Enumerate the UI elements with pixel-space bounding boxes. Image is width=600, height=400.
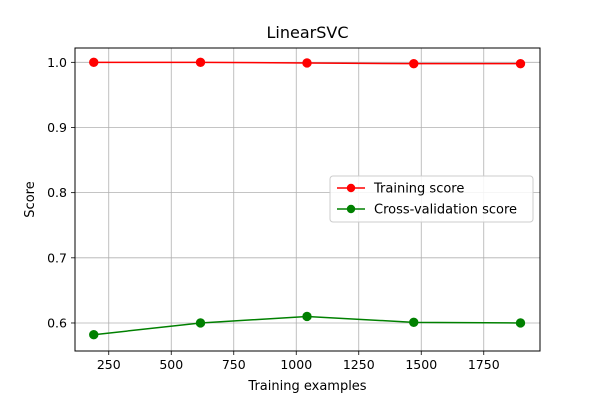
training-score-point <box>409 58 419 69</box>
x-axis-label: Training examples <box>247 379 366 394</box>
cv-score-point <box>89 330 99 340</box>
cv-score-point <box>195 318 206 328</box>
training-score-point <box>195 57 206 68</box>
x-tick-label: 750 <box>222 357 246 372</box>
legend-cv-score-marker <box>346 204 356 214</box>
legend-training-score-label: Training score <box>373 182 464 197</box>
legend: Training score Cross-validation score <box>329 175 534 223</box>
cv-score-point <box>409 317 419 328</box>
x-tick-label: 250 <box>97 357 121 372</box>
y-tick-label: 0.9 <box>47 120 67 135</box>
series-layer <box>89 57 526 340</box>
x-tick-label: 1500 <box>405 357 437 372</box>
ticks-layer: 250 500 750 1000 1250 1500 1750 0.6 0.7 0.8 0.9 1.0 <box>47 55 500 372</box>
training-score-point <box>302 58 312 68</box>
y-axis-label: Score <box>23 181 38 217</box>
chart-title: LinearSVC <box>267 23 349 42</box>
legend-training-score-marker <box>346 183 356 193</box>
plot-area-frame <box>74 47 541 352</box>
legend-cv-score-label: Cross-validation score <box>374 203 517 218</box>
y-tick-label: 1.0 <box>47 55 67 70</box>
y-tick-label: 0.8 <box>47 185 67 200</box>
cv-score-point <box>302 311 312 322</box>
x-tick-label: 500 <box>159 357 183 372</box>
x-tick-label: 1000 <box>280 357 312 372</box>
legend-box <box>329 175 534 223</box>
training-score-point <box>89 57 99 68</box>
training-score-point <box>515 58 526 69</box>
x-tick-label: 1750 <box>468 357 500 372</box>
cv-score-point <box>515 318 526 328</box>
x-tick-label: 1250 <box>343 357 375 372</box>
y-tick-label: 0.6 <box>47 315 67 330</box>
y-tick-label: 0.7 <box>47 250 67 265</box>
